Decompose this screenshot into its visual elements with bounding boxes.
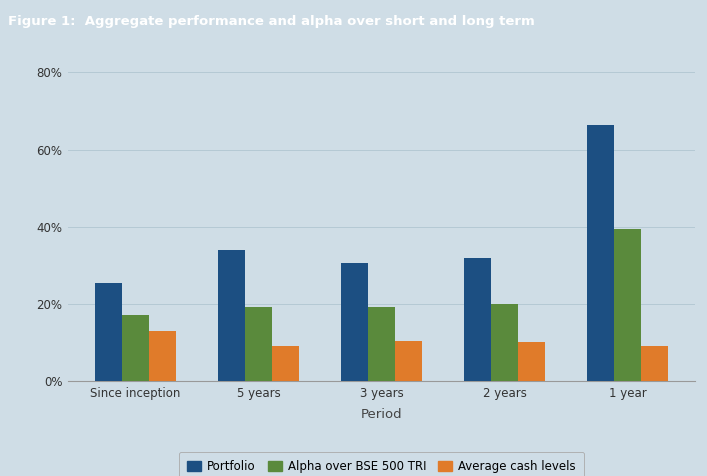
Legend: Portfolio, Alpha over BSE 500 TRI, Average cash levels: Portfolio, Alpha over BSE 500 TRI, Avera… [179,452,584,476]
Bar [614,228,641,381]
Bar [272,346,299,381]
X-axis label: Period: Period [361,408,402,421]
Bar [395,340,422,381]
Bar [641,346,668,381]
Bar [518,342,545,381]
Bar [464,258,491,381]
Bar [341,263,368,381]
Bar [95,283,122,381]
Bar [218,250,245,381]
Bar [122,316,149,381]
Text: Figure 1:  Aggregate performance and alpha over short and long term: Figure 1: Aggregate performance and alph… [8,16,535,29]
Bar [491,304,518,381]
Bar [368,307,395,381]
Bar [587,125,614,381]
Bar [245,307,272,381]
Bar [149,331,176,381]
